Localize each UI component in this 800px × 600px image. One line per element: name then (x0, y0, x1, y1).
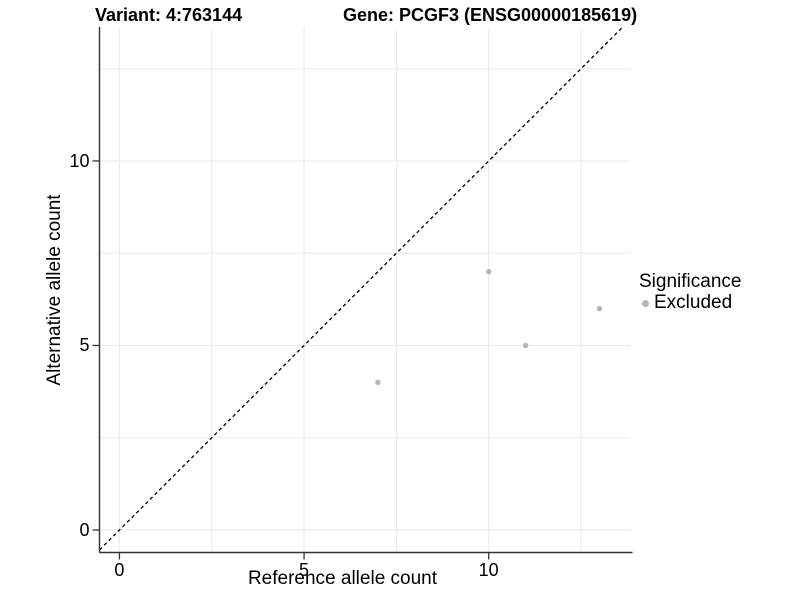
x-tick-label: 0 (114, 559, 125, 580)
legend-item-excluded: Excluded (639, 293, 741, 313)
x-axis-title: Reference allele count (247, 568, 438, 589)
data-point (486, 268, 492, 275)
variant-title: Variant: 4:763144 (95, 5, 243, 25)
y-axis-title: Alternative allele count (44, 194, 65, 386)
legend-title: Significance (639, 271, 742, 292)
x-tick-label: 10 (478, 559, 499, 580)
y-tick-label: 10 (69, 150, 90, 171)
data-point (596, 305, 603, 312)
x-tick-label: 5 (299, 559, 310, 580)
identity-dashed-line (99, 26, 624, 551)
y-tick-label: 0 (79, 519, 90, 540)
data-point (375, 379, 381, 386)
data-point (522, 342, 529, 349)
legend: Significance Excluded (639, 271, 741, 313)
legend-item-label: Excluded (654, 292, 733, 313)
gene-title: Gene: PCGF3 (ENSG00000185619) (343, 5, 638, 25)
y-tick-label: 5 (79, 335, 90, 356)
excluded-point-icon (642, 299, 649, 307)
